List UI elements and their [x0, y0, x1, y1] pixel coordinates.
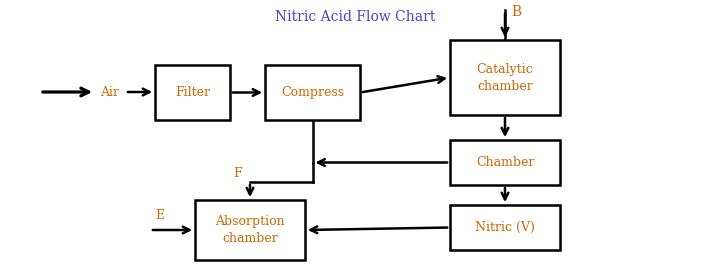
Text: Nitric (V): Nitric (V) — [475, 221, 535, 234]
Text: Catalytic
chamber: Catalytic chamber — [476, 62, 533, 92]
Text: Filter: Filter — [175, 86, 210, 99]
Bar — [450, 205, 560, 250]
Text: Air: Air — [101, 86, 119, 98]
Text: F: F — [234, 167, 242, 180]
Text: E: E — [155, 209, 165, 222]
Bar — [450, 140, 560, 185]
Bar — [265, 65, 360, 120]
Bar — [155, 65, 230, 120]
Text: Nitric Acid Flow Chart: Nitric Acid Flow Chart — [275, 10, 435, 24]
Text: Compress: Compress — [281, 86, 344, 99]
Bar — [195, 200, 305, 260]
Bar — [450, 40, 560, 115]
Text: Chamber: Chamber — [476, 156, 534, 169]
Text: Absorption
chamber: Absorption chamber — [215, 215, 285, 245]
Text: B: B — [511, 5, 521, 19]
